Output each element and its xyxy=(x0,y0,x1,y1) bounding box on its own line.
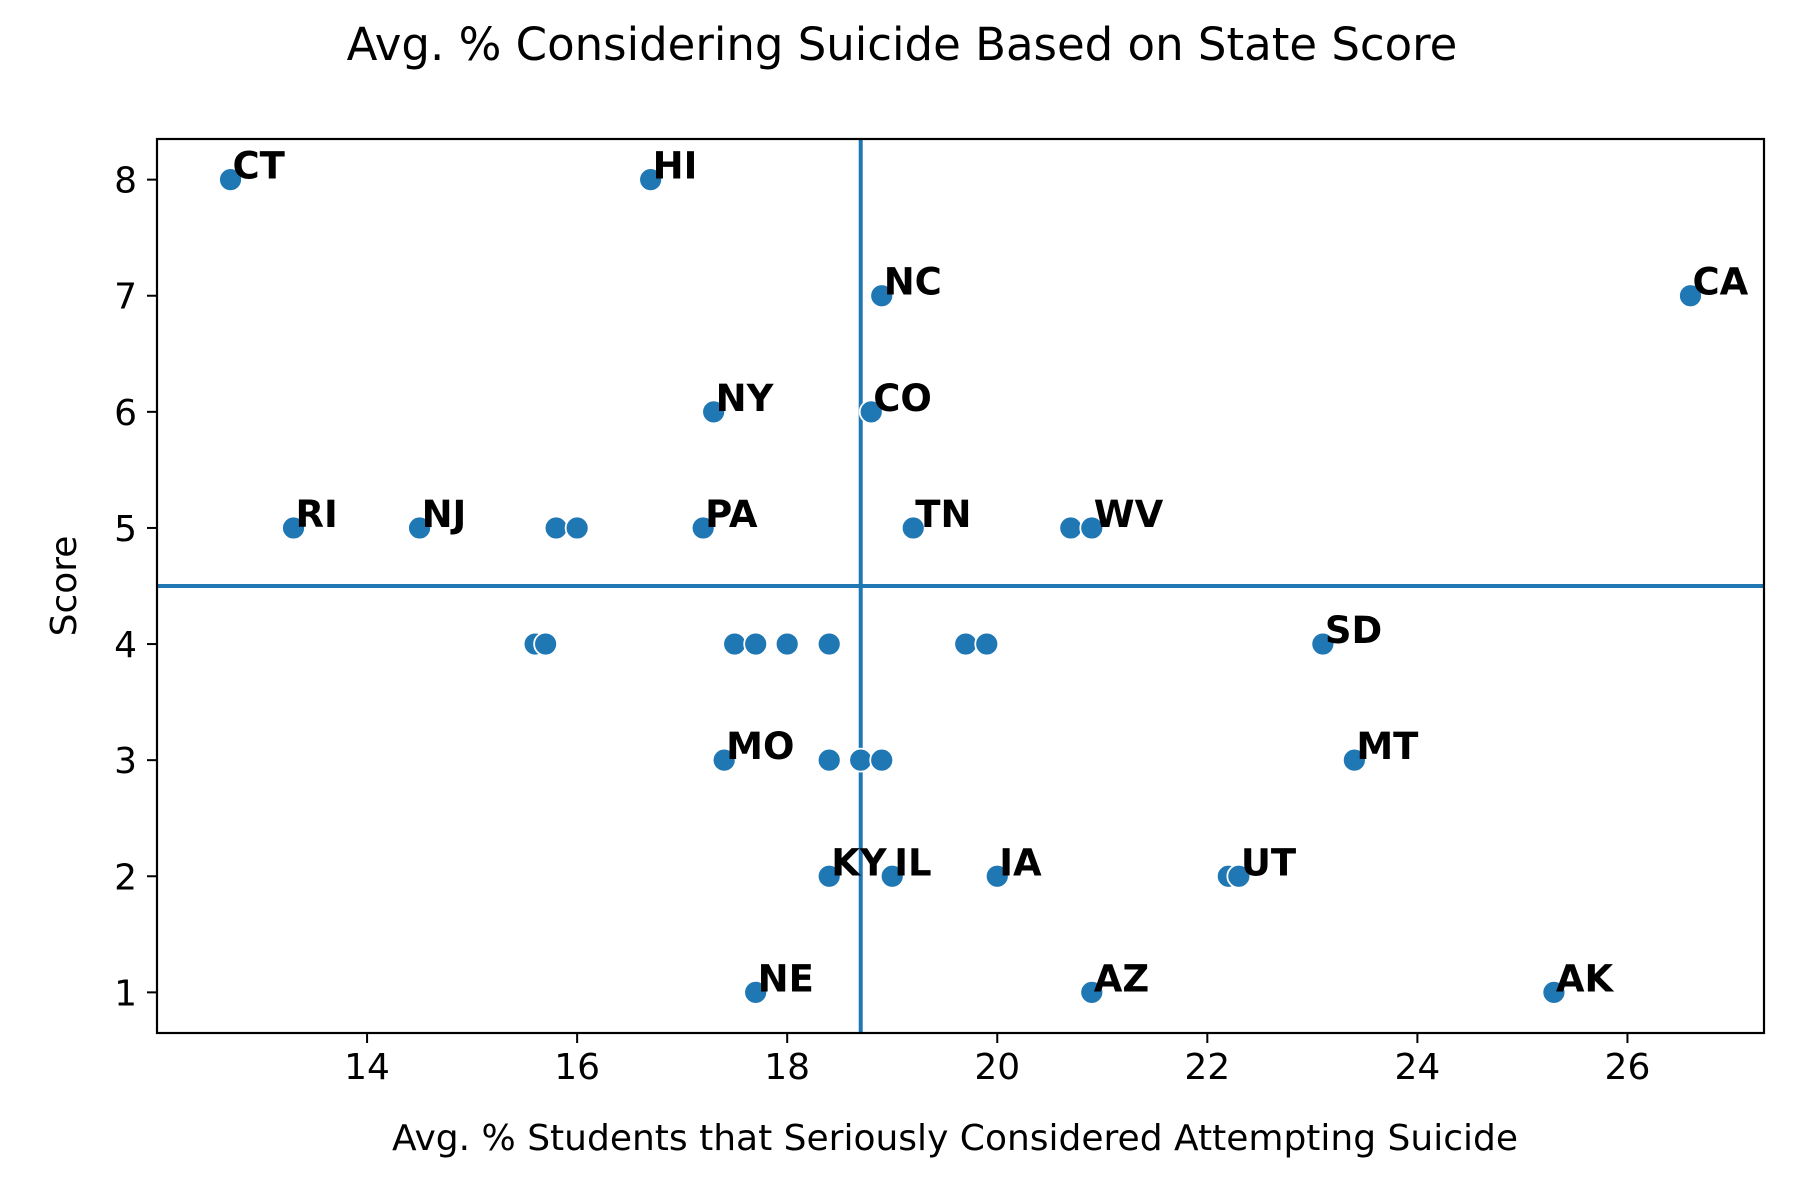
scatter-point xyxy=(564,515,590,541)
scatter-point xyxy=(1226,863,1252,889)
point-label-nj: NJ xyxy=(422,493,467,536)
y-axis-label: Score xyxy=(44,536,85,637)
point-label-mo: MO xyxy=(726,725,794,768)
point-label-mt: MT xyxy=(1356,725,1419,768)
scatter-point xyxy=(690,515,716,541)
point-label-wv: WV xyxy=(1094,493,1164,536)
scatter-point xyxy=(1058,515,1084,541)
reference-lines xyxy=(157,139,1764,1033)
x-tick-label: 18 xyxy=(764,1047,810,1088)
x-tick-label: 20 xyxy=(974,1047,1020,1088)
chart-title: Avg. % Considering Suicide Based on Stat… xyxy=(347,18,1458,71)
plot-frame xyxy=(155,137,1766,1035)
scatter-point xyxy=(281,515,306,541)
point-labels: CT HI NC CA NY CO RI NJ PA TN WV SD MO MT KY IL IA UT NE AZ… xyxy=(233,145,1749,1001)
scatter-point xyxy=(1341,747,1367,773)
scatter-point xyxy=(743,979,769,1005)
point-label-nc: NC xyxy=(884,261,942,304)
y-tick-label: 1 xyxy=(114,973,137,1014)
scatter-point xyxy=(722,631,748,657)
y-tick-label: 2 xyxy=(114,857,137,898)
point-label-ct: CT xyxy=(233,145,286,188)
scatter-point xyxy=(1310,631,1336,657)
point-label-ak: AK xyxy=(1556,957,1615,1000)
scatter-point xyxy=(816,747,842,773)
point-label-ia: IA xyxy=(999,841,1042,884)
point-label-tn: TN xyxy=(915,493,971,536)
scatter-point xyxy=(638,167,664,193)
y-tick-label: 6 xyxy=(114,393,137,434)
scatter-point xyxy=(543,515,569,541)
scatter-point xyxy=(974,631,1000,657)
scatter-point xyxy=(774,631,800,657)
point-label-co: CO xyxy=(873,377,932,420)
point-label-ut: UT xyxy=(1241,841,1297,884)
scatter-point xyxy=(869,747,895,773)
data-points xyxy=(218,167,1703,1005)
point-label-pa: PA xyxy=(705,493,758,536)
point-label-ri: RI xyxy=(296,493,338,536)
x-tick-label: 26 xyxy=(1605,1047,1651,1088)
scatter-point xyxy=(711,747,737,773)
scatter-point xyxy=(1079,515,1105,541)
scatter-point xyxy=(701,399,727,425)
scatter-point xyxy=(1079,979,1105,1005)
y-tick-label: 3 xyxy=(114,741,137,782)
point-label-ca: CA xyxy=(1692,261,1748,304)
scatter-point xyxy=(1541,979,1567,1005)
scatter-point xyxy=(1678,283,1703,309)
scatter-point xyxy=(858,399,884,425)
scatter-point xyxy=(953,631,979,657)
scatter-point xyxy=(816,863,842,889)
x-axis-label: Avg. % Students that Seriously Considere… xyxy=(392,1118,1518,1159)
point-label-il: IL xyxy=(894,841,931,884)
scatter-point xyxy=(869,283,895,309)
scatter-point xyxy=(218,167,243,193)
x-tick-label: 22 xyxy=(1184,1047,1230,1088)
point-label-ny: NY xyxy=(716,377,775,420)
scatter-point xyxy=(848,747,874,773)
y-tick-label: 8 xyxy=(114,161,137,202)
y-tick-label: 5 xyxy=(114,509,137,550)
point-label-az: AZ xyxy=(1094,957,1149,1000)
point-label-ne: NE xyxy=(758,957,814,1000)
y-tick-label: 4 xyxy=(114,625,137,666)
x-tick-label: 16 xyxy=(554,1047,600,1088)
scatter-point xyxy=(533,631,559,657)
x-tick-label: 14 xyxy=(344,1047,390,1088)
x-tick-label: 24 xyxy=(1394,1047,1440,1088)
axis-ticks: 14 16 18 20 22 24 26 1 2 3 4 5 6 7 8 xyxy=(114,161,1650,1088)
scatter-point xyxy=(900,515,926,541)
scatter-point xyxy=(743,631,769,657)
point-label-hi: HI xyxy=(653,145,698,188)
y-tick-label: 7 xyxy=(114,277,137,318)
point-label-ky: KY xyxy=(831,841,888,884)
scatter-point xyxy=(407,515,432,541)
scatter-point xyxy=(879,863,905,889)
point-label-sd: SD xyxy=(1325,609,1382,652)
scatter-point xyxy=(984,863,1010,889)
scatter-point xyxy=(816,631,842,657)
